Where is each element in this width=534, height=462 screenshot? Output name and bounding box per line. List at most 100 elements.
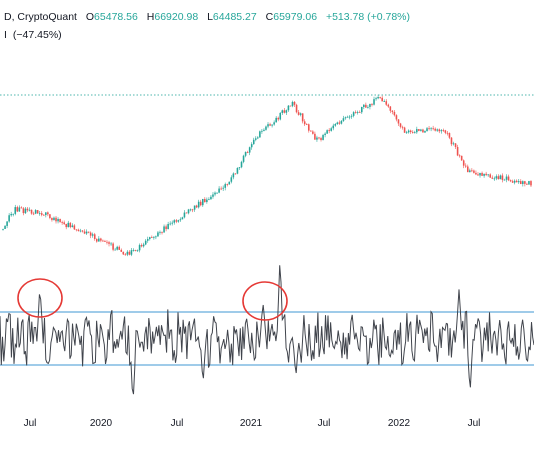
x-tick-label: Jul xyxy=(318,418,331,429)
candle-body xyxy=(310,130,312,132)
candle-body xyxy=(242,155,245,162)
candle-body xyxy=(371,103,373,105)
candle-body xyxy=(83,231,86,234)
candle-body xyxy=(210,196,212,200)
candle-body xyxy=(138,245,141,251)
candle-body xyxy=(140,245,143,247)
candle-body xyxy=(295,104,298,113)
candle-body xyxy=(189,209,192,211)
candle-body xyxy=(59,218,61,223)
candle-body xyxy=(391,110,394,112)
candle-body xyxy=(71,225,74,228)
candle-body xyxy=(519,181,522,185)
candle-body xyxy=(12,213,15,215)
candle-body xyxy=(291,101,294,107)
candle-body xyxy=(146,239,149,241)
candle-body xyxy=(352,112,355,116)
candle-body xyxy=(385,101,388,105)
candle-body xyxy=(330,128,333,131)
candle-body xyxy=(316,137,318,140)
candle-body xyxy=(481,172,483,176)
candle-body xyxy=(452,143,455,145)
candles-group xyxy=(2,94,532,257)
candle-body xyxy=(193,205,196,210)
candle-body xyxy=(293,101,296,105)
candle-body xyxy=(91,234,94,236)
candle-body xyxy=(248,147,251,153)
candle-body xyxy=(10,213,12,216)
candle-body xyxy=(507,176,510,181)
candle-body xyxy=(53,217,55,221)
candle-body xyxy=(69,222,72,228)
candle-body xyxy=(448,133,451,138)
candle-body xyxy=(358,111,361,113)
x-axis: Jul 2020 Jul 2021 Jul 2022 Jul xyxy=(24,418,481,429)
candle-body xyxy=(305,124,308,126)
legend-line-2: I (−47.45%) xyxy=(4,29,62,41)
candle-body xyxy=(515,180,518,183)
candle-body xyxy=(479,172,481,176)
candle-body xyxy=(4,225,6,229)
candle-body xyxy=(20,207,23,209)
candle-body xyxy=(407,130,410,133)
candle-body xyxy=(55,217,57,222)
candle-body xyxy=(346,116,349,118)
candle-body xyxy=(458,155,461,157)
candle-body xyxy=(208,199,210,201)
candle-body xyxy=(426,128,428,132)
candle-body xyxy=(42,214,45,216)
candle-body xyxy=(222,187,224,189)
candle-body xyxy=(206,199,208,203)
candle-body xyxy=(334,124,337,126)
candle-body xyxy=(303,121,306,125)
candle-body xyxy=(471,170,473,172)
ohlc-close-value: 65979.06 xyxy=(273,11,317,23)
ohlc-open-value: 65478.56 xyxy=(94,11,138,23)
candle-body xyxy=(22,208,25,214)
candle-body xyxy=(399,123,402,127)
candle-body xyxy=(16,207,19,212)
candle-body xyxy=(118,246,121,250)
x-tick-label: Jul xyxy=(24,418,37,429)
candle-body xyxy=(34,210,37,214)
candle-body xyxy=(226,184,229,185)
candle-body xyxy=(350,115,353,117)
candle-body xyxy=(40,213,43,215)
candle-body xyxy=(173,220,176,223)
candle-body xyxy=(454,143,457,147)
candle-body xyxy=(14,207,17,214)
candle-body xyxy=(420,129,422,131)
legend-line-1: D, CryptoQuant O65478.56 H66920.98 L6448… xyxy=(4,11,410,23)
candle-body xyxy=(120,249,123,252)
candle-body xyxy=(218,188,220,193)
candle-body xyxy=(524,181,526,184)
candle-body xyxy=(26,208,29,211)
candle-body xyxy=(220,188,222,190)
candle-body xyxy=(181,217,184,220)
candle-body xyxy=(287,105,290,111)
candle-body xyxy=(179,219,182,221)
candle-body xyxy=(281,110,284,113)
candle-body xyxy=(104,241,106,242)
candle-body xyxy=(116,246,118,250)
candle-body xyxy=(422,129,424,133)
candle-body xyxy=(67,222,70,228)
candle-body xyxy=(395,115,398,120)
candle-body xyxy=(124,254,127,256)
candle-body xyxy=(277,117,280,120)
candle-body xyxy=(375,98,377,100)
candle-body xyxy=(153,236,155,238)
candle-body xyxy=(320,138,322,140)
candle-body xyxy=(369,103,371,107)
candle-body xyxy=(191,209,194,211)
candle-body xyxy=(489,174,492,178)
candle-body xyxy=(265,126,267,130)
candle-body xyxy=(377,97,379,99)
candle-body xyxy=(464,165,467,167)
candle-body xyxy=(344,117,347,119)
candle-body xyxy=(430,128,432,130)
candle-body xyxy=(32,213,35,215)
candle-body xyxy=(505,176,508,180)
candle-body xyxy=(456,146,459,156)
